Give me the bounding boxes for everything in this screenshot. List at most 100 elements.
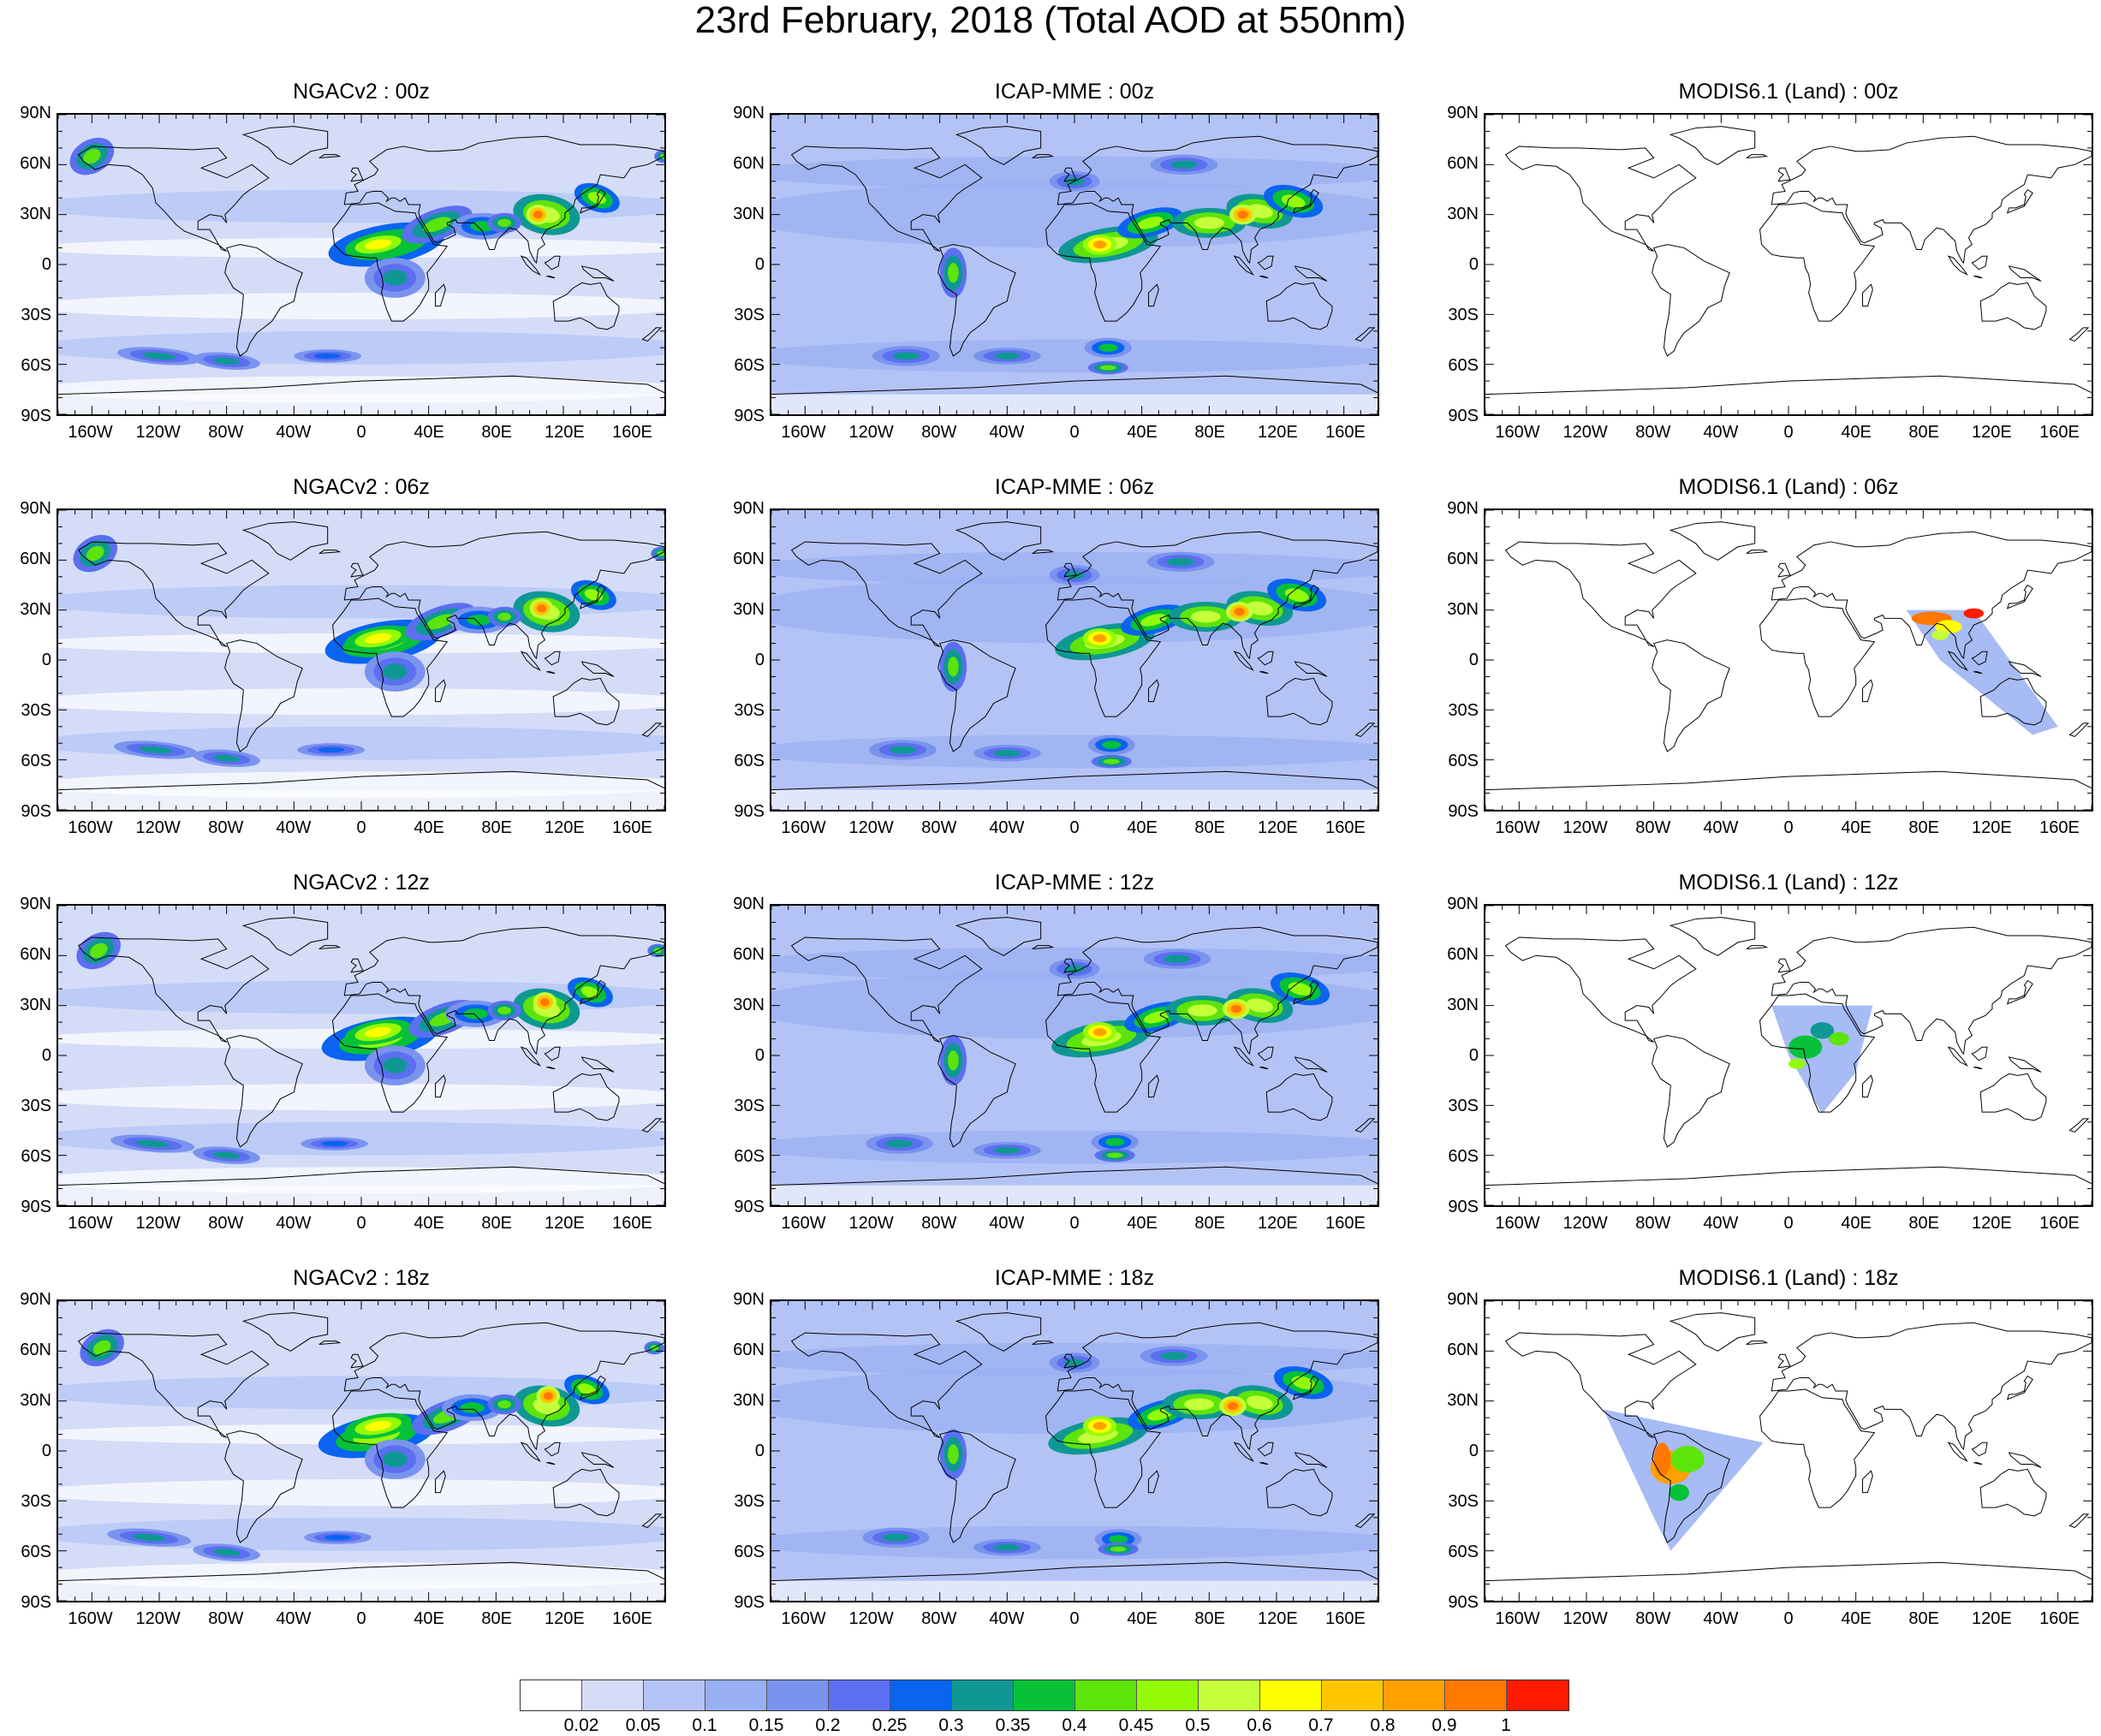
colorbar-label: 1 [1501,1715,1511,1735]
coastline [1862,283,1873,307]
lon-label: 80W [1635,423,1671,442]
coastline [1777,958,1791,973]
lon-label: 80W [1635,818,1671,837]
lat-label: 90S [734,407,765,425]
aerosol-plume [212,754,241,762]
lat-label: 30S [21,306,51,324]
lat-label: 90N [20,1290,51,1309]
coastline [2006,584,2033,609]
aerosol-plume [1092,1028,1107,1037]
aod-band [771,1130,1378,1164]
colorbar-label: 0.2 [815,1715,841,1735]
lon-label: 160W [1495,423,1540,442]
colorbar-label: 0.02 [563,1715,599,1735]
coastline [580,1452,615,1468]
aerosol-plume [1109,1535,1128,1543]
antarctic-coastline [1485,375,2092,395]
aod-map [1485,906,2092,1205]
coastline [224,1430,303,1543]
coastline [1862,1470,1873,1494]
coastline [552,1073,620,1121]
antarctic-coastline [771,1561,1378,1582]
aerosol-plume [1935,620,1962,633]
colorbar-box [1322,1680,1384,1710]
lon-label: 40E [414,1214,444,1233]
coastline [77,936,270,1043]
coastline [224,1035,303,1148]
lon-label: 160W [68,818,113,837]
lon-label: 80E [481,423,513,442]
coastline [1032,945,1055,950]
coastline [552,282,620,330]
coastline [1257,1442,1274,1457]
lat-label: 30N [733,996,765,1014]
coastline [641,722,663,738]
aod-band [58,1479,664,1507]
coastline [2068,327,2090,342]
colorbar-box [767,1680,829,1710]
coastline [1257,651,1274,666]
lon-label: 120W [135,1214,181,1233]
modis-swath [1771,1005,1873,1115]
lat-label: 60S [734,1543,765,1561]
lat-label: 30S [21,701,51,720]
aod-map [771,1301,1378,1601]
aerosol-plume [1106,1152,1123,1158]
coastline [1292,188,1319,214]
lon-label: 160E [1325,1609,1366,1628]
aerosol-plume [1191,610,1221,623]
coastline [2006,979,2033,1005]
aod-map [771,115,1378,414]
lon-label: 0 [1069,818,1080,837]
antarctic-region [771,789,1378,810]
lat-label: 60N [20,1341,51,1359]
map-panel-modis-00z: MODIS6.1 (Land) : 00z [1484,79,2093,421]
coastline [1265,1468,1333,1517]
coastline [520,1442,541,1462]
lon-label: 40E [1841,1609,1872,1628]
lat-label: 60N [733,550,765,568]
map-panel-icap-06z: ICAP-MME : 06z [770,474,1379,817]
lat-label: 60S [734,356,765,375]
aod-map [58,510,664,810]
lon-label: 80W [921,1214,957,1233]
coastline [1973,1067,1983,1070]
aod-band [771,1437,1378,1498]
aerosol-plume [1137,217,1164,229]
lon-label: 0 [356,1609,366,1628]
lat-label: 30S [21,1492,51,1511]
coastline [1032,154,1055,159]
coastline [520,651,541,671]
map-frame [1484,508,2093,812]
coastline [1971,651,1988,666]
lat-label: 30S [1448,1097,1479,1115]
colorbar-box [521,1680,582,1710]
lat-label: 60N [1447,945,1479,964]
aerosol-plume [365,633,392,644]
lon-label: 120E [1971,423,2012,442]
lon-label: 80W [921,423,957,442]
colorbar-label: 0.15 [748,1715,784,1735]
aod-band [771,972,1378,1039]
coastline [332,1388,449,1508]
coastline [1759,202,1876,322]
lat-label: 30N [1447,600,1479,619]
coastline [2008,1452,2042,1468]
aerosol-plume [993,750,1021,757]
lon-label: 120W [1562,1609,1608,1628]
lat-label: 60S [734,752,765,770]
coastline [1862,1074,1873,1098]
coastline [544,651,561,666]
coastline [1063,562,1077,578]
coastline [332,597,449,717]
coastline [1292,584,1319,609]
map-panel-modis-06z: MODIS6.1 (Land) : 06z [1484,474,2093,817]
lon-label: 80W [921,1609,957,1628]
lat-label: 30S [1448,1492,1479,1511]
map-panel-modis-12z: MODIS6.1 (Land) : 12z [1484,870,2093,1212]
lat-label: 0 [41,1046,51,1065]
lon-label: 80E [1908,818,1940,837]
coastline [241,521,329,561]
aerosol-plume [1167,557,1194,566]
lon-label: 0 [356,818,366,837]
